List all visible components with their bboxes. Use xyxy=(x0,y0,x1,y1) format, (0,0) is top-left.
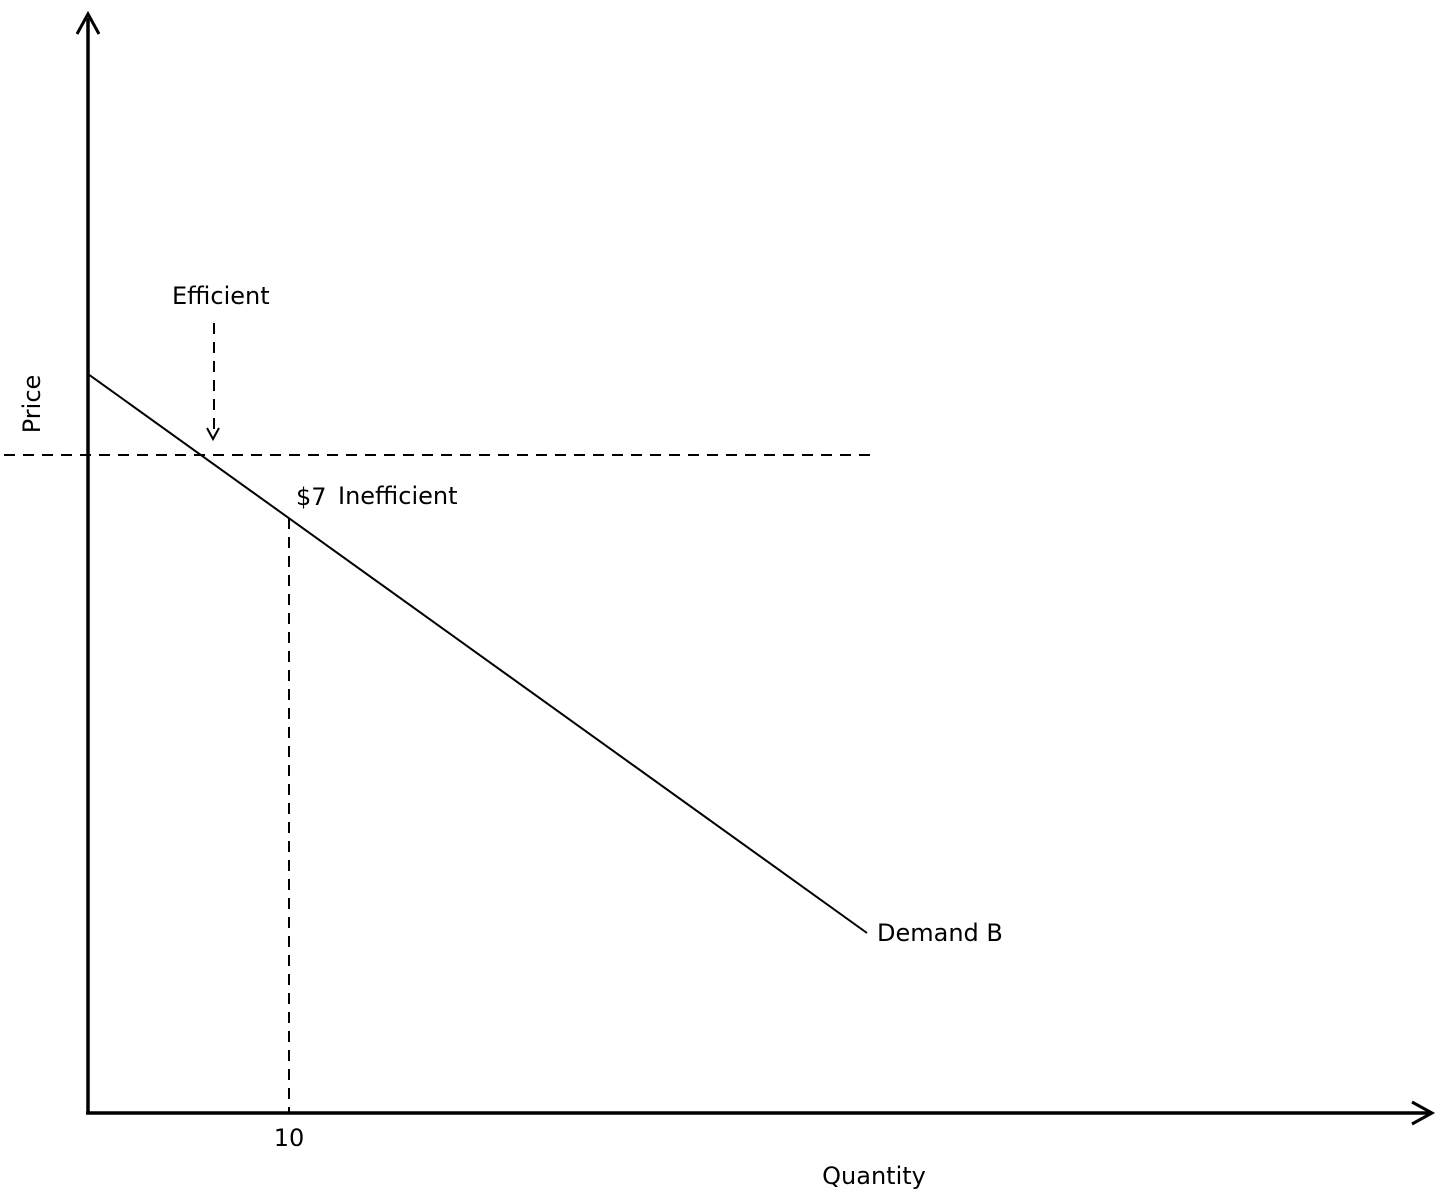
y-axis-arrowhead xyxy=(75,10,101,35)
price-7-label: $7 xyxy=(296,483,327,511)
efficient-label: Efficient xyxy=(172,282,270,310)
quantity-tick-10: 10 xyxy=(274,1124,305,1152)
demand-b-line xyxy=(87,373,868,934)
x-axis-arrowhead xyxy=(1411,1100,1436,1126)
demand-b-label: Demand B xyxy=(877,919,1003,947)
inefficient-label: Inefficient xyxy=(338,482,458,510)
y-axis-label: Price xyxy=(18,375,46,434)
efficient-arrow-head xyxy=(206,427,220,442)
x-axis-label: Quantity xyxy=(822,1162,926,1190)
